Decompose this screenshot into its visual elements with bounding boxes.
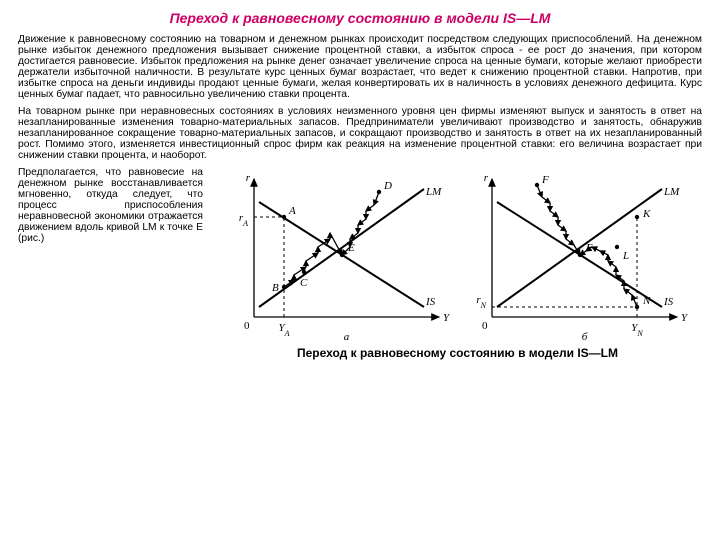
svg-text:r: r — [245, 172, 250, 184]
side-note: Предполагается, что равновесие на денежн… — [18, 167, 203, 360]
paragraph-2: На товарном рынке при неравновесных сост… — [18, 106, 702, 161]
svg-text:D: D — [383, 180, 392, 192]
svg-text:L: L — [622, 250, 629, 262]
svg-text:YN: YN — [631, 322, 643, 338]
svg-text:Y: Y — [443, 312, 451, 324]
svg-text:E: E — [585, 242, 593, 254]
chart-a: r Y 0 IS LM E A B C DrA YA a — [224, 167, 454, 342]
chart-b: r Y 0 IS LM E F K L NrN YN б — [462, 167, 692, 342]
svg-text:rA: rA — [238, 212, 247, 228]
svg-text:r: r — [483, 172, 488, 184]
svg-text:rN: rN — [476, 294, 486, 310]
svg-text:Y: Y — [681, 312, 689, 324]
svg-text:IS: IS — [663, 296, 674, 308]
svg-text:a: a — [343, 331, 349, 342]
svg-text:B: B — [272, 282, 279, 294]
svg-text:0: 0 — [244, 320, 250, 332]
svg-text:F: F — [541, 174, 549, 186]
svg-text:IS: IS — [425, 296, 436, 308]
svg-text:C: C — [300, 277, 308, 289]
svg-text:N: N — [642, 295, 651, 307]
svg-text:E: E — [347, 242, 355, 254]
paragraph-1: Движение к равновесному состоянию на тов… — [18, 34, 702, 100]
svg-text:A: A — [288, 205, 296, 217]
svg-text:LM: LM — [425, 186, 442, 198]
figure-caption: Переход к равновесному состоянию в модел… — [297, 346, 618, 360]
svg-text:б: б — [581, 331, 587, 342]
svg-text:0: 0 — [482, 320, 488, 332]
svg-text:YA: YA — [278, 322, 289, 338]
page-title: Переход к равновесному состоянию в модел… — [18, 10, 702, 26]
figure-row: r Y 0 IS LM E A B C DrA YA a r Y 0 IS LM E F K L NrN YN б — [224, 167, 692, 342]
svg-text:K: K — [642, 208, 651, 220]
svg-text:LM: LM — [663, 186, 680, 198]
